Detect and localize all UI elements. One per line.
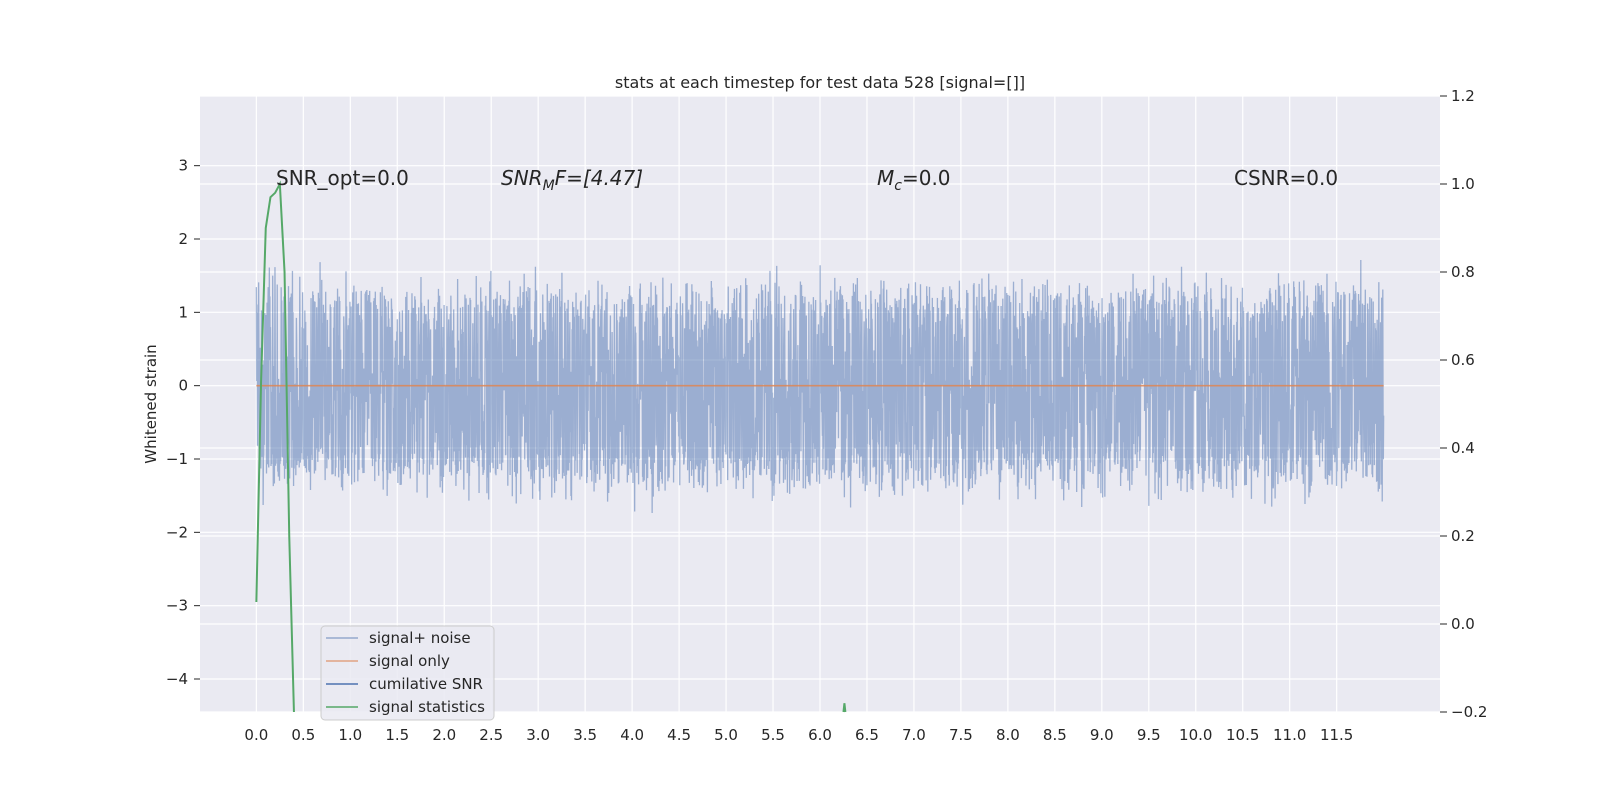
x-tick-label: 11.5 <box>1320 726 1353 744</box>
y-tick-label: −2 <box>166 523 188 541</box>
x-tick-label: 7.5 <box>949 726 973 744</box>
y2-tick-label: 0.0 <box>1451 615 1475 633</box>
x-tick-label: 0.0 <box>244 726 268 744</box>
x-tick-label: 0.5 <box>291 726 315 744</box>
x-tick-label: 4.0 <box>620 726 644 744</box>
x-tick-label: 3.0 <box>526 726 550 744</box>
y2-tick-label: 0.8 <box>1451 263 1475 281</box>
y2-tick-label: 0.4 <box>1451 439 1475 457</box>
annotation-mc: Mc=0.0 <box>877 166 951 194</box>
x-tick-label: 8.0 <box>996 726 1020 744</box>
x-tick-label: 6.5 <box>855 726 879 744</box>
x-tick-label: 10.0 <box>1179 726 1212 744</box>
x-tick-label: 2.5 <box>479 726 503 744</box>
x-tick-label: 1.5 <box>385 726 409 744</box>
series-signal-noise <box>255 260 1385 514</box>
y-tick-label: −1 <box>166 450 188 468</box>
legend-label-cumulative-snr: cumilative SNR <box>369 675 483 693</box>
annotation-snr-opt: SNR_opt=0.0 <box>276 166 409 190</box>
x-tick-label: 10.5 <box>1226 726 1259 744</box>
x-tick-label: 5.0 <box>714 726 738 744</box>
y2-tick-label: 1.0 <box>1451 175 1475 193</box>
legend-label-signal-only: signal only <box>369 652 450 670</box>
x-tick-label: 3.5 <box>573 726 597 744</box>
x-tick-label: 5.5 <box>761 726 785 744</box>
series-signal-statistics <box>255 180 295 713</box>
tick-labels: 0.0 0.5 1.0 1.5 2.0 2.5 3.0 3.5 4.0 4.5 5.0 5.5 6.0 6… <box>166 87 1488 744</box>
annotation-snr-mf: SNRMF=[4.47] <box>501 166 643 194</box>
x-tick-label: 1.0 <box>338 726 362 744</box>
chart-title: stats at each timestep for test data 528… <box>615 73 1025 92</box>
x-tick-label: 8.5 <box>1043 726 1067 744</box>
legend-label-signal-noise: signal+ noise <box>369 629 471 647</box>
y-tick-label: 0 <box>178 377 188 395</box>
y-tick-label: −4 <box>166 670 188 688</box>
y-tick-label: −3 <box>166 597 188 615</box>
y-tick-label: 1 <box>178 303 188 321</box>
y2-tick-label: −0.2 <box>1451 703 1487 721</box>
y2-tick-label: 1.2 <box>1451 87 1475 105</box>
series-signal-statistics-fragment <box>842 703 847 713</box>
x-tick-label: 9.5 <box>1137 726 1161 744</box>
x-tick-label: 2.0 <box>432 726 456 744</box>
x-tick-label: 6.0 <box>808 726 832 744</box>
x-tick-label: 9.0 <box>1090 726 1114 744</box>
x-tick-label: 11.0 <box>1273 726 1306 744</box>
noise-series <box>255 260 1385 514</box>
legend: signal+ noise signal only cumilative SNR… <box>320 625 495 721</box>
line-series <box>255 180 1384 713</box>
y2-tick-label: 0.2 <box>1451 527 1475 545</box>
annotation-csnr: CSNR=0.0 <box>1234 166 1338 190</box>
y-tick-label: 3 <box>178 157 188 175</box>
x-tick-label: 7.0 <box>902 726 926 744</box>
legend-box <box>320 625 495 721</box>
y2-tick-label: 0.6 <box>1451 351 1475 369</box>
y-axis-label: Whitened strain <box>142 344 160 463</box>
legend-label-signal-statistics: signal statistics <box>369 698 485 716</box>
y-tick-label: 2 <box>178 230 188 248</box>
annotations: SNR_opt=0.0 SNRMF=[4.47] Mc=0.0 CSNR=0.0 <box>276 166 1338 194</box>
x-tick-label: 4.5 <box>667 726 691 744</box>
